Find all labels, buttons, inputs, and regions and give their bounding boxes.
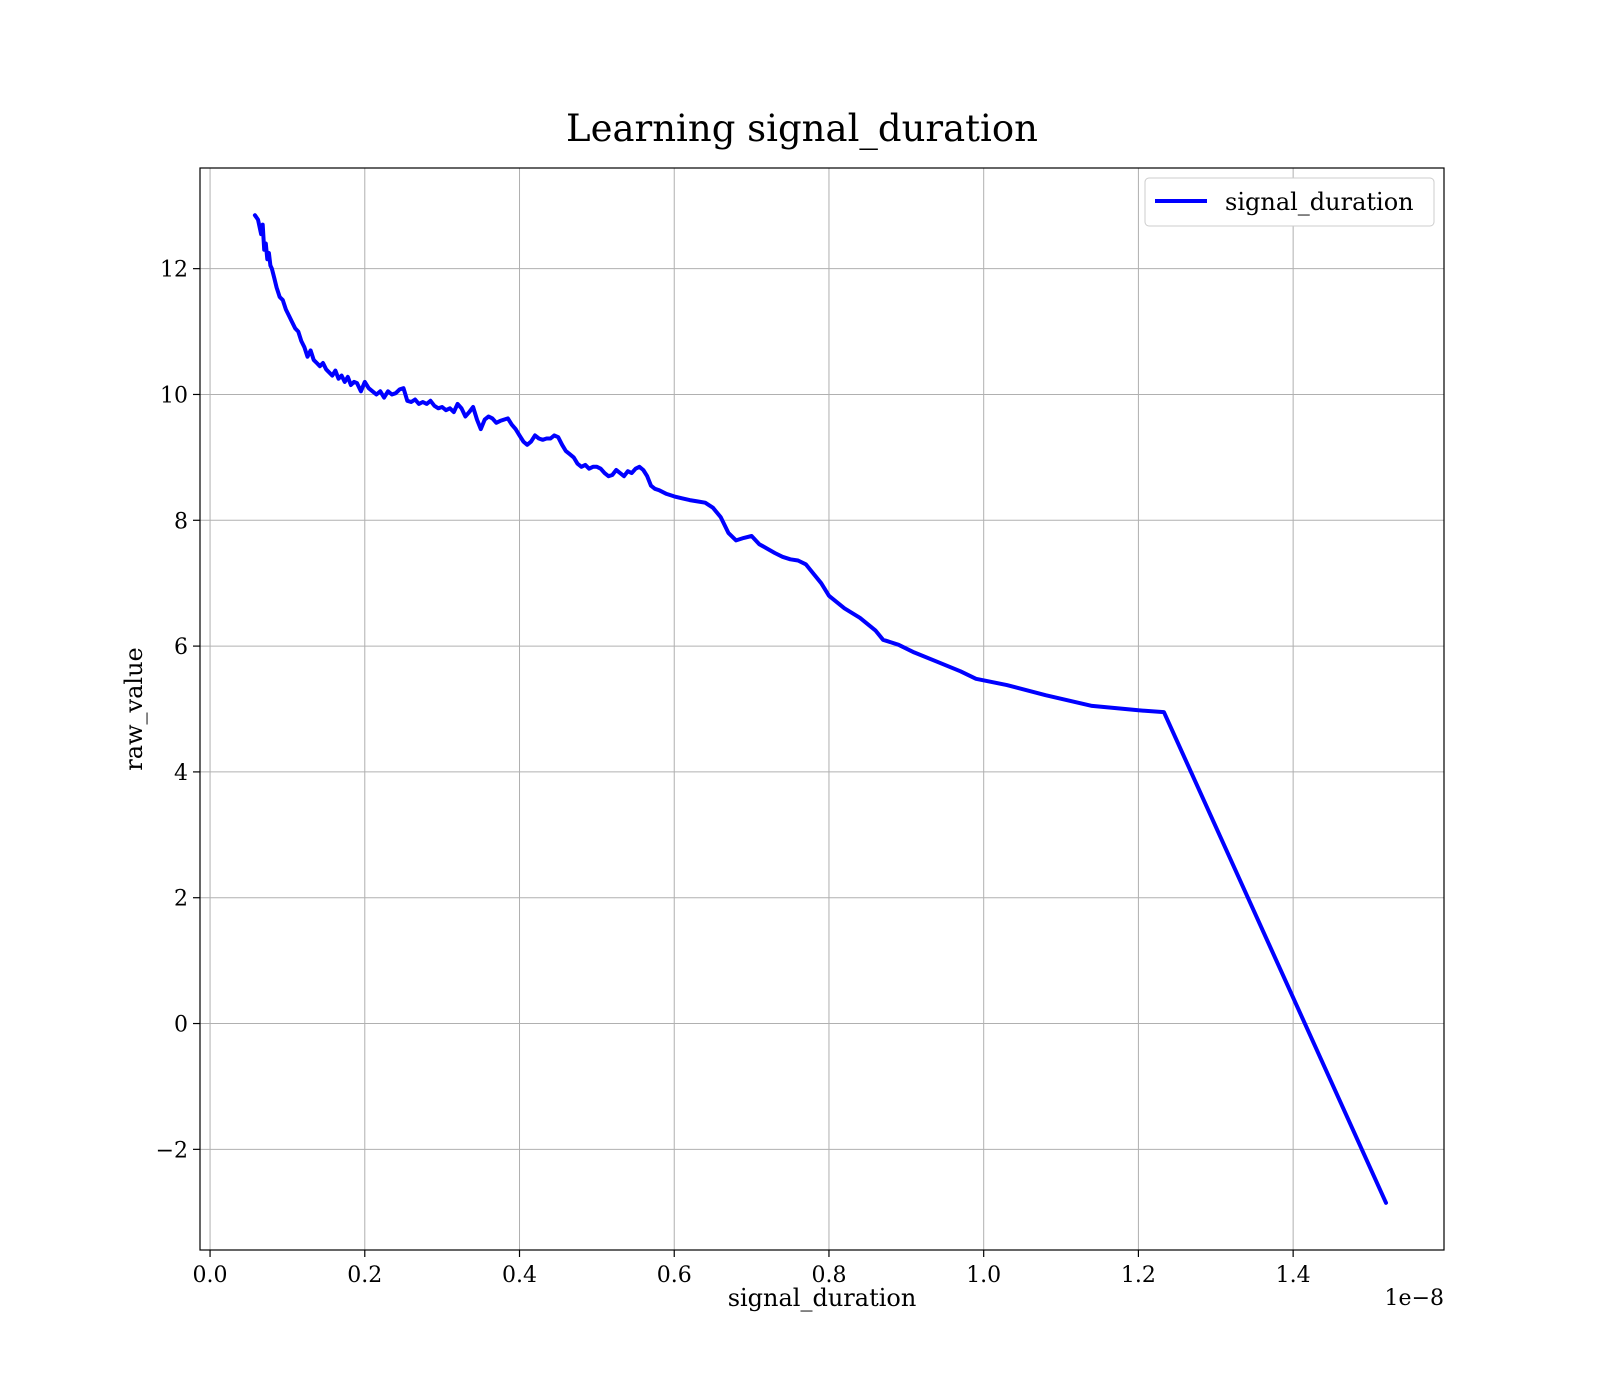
y-tick-label: 6 bbox=[174, 635, 188, 660]
y-axis-label: raw_value bbox=[120, 647, 148, 771]
x-tick-label: 1.0 bbox=[966, 1263, 1001, 1288]
x-tick-label: 0.2 bbox=[347, 1263, 382, 1288]
series-line-signal-duration bbox=[252, 213, 1388, 1205]
y-tick-label: 2 bbox=[174, 887, 188, 912]
x-tick-label: 0.0 bbox=[193, 1263, 228, 1288]
x-tick-label: 1.2 bbox=[1121, 1263, 1156, 1288]
x-offset-label: 1e−8 bbox=[1385, 1286, 1444, 1311]
grid-lines bbox=[200, 168, 1444, 1250]
x-tick-label: 0.4 bbox=[502, 1263, 537, 1288]
series-layer bbox=[252, 213, 1388, 1205]
plot-frame bbox=[199, 167, 1445, 1251]
axis-ticks: 0.0 0.2 0.4 0.6 0.8 1.0 1.2 1.4 −2 0 2 4 6 8 10 12 bbox=[156, 258, 1311, 1288]
x-tick-label: 0.6 bbox=[657, 1263, 692, 1288]
y-tick-label: −2 bbox=[156, 1138, 188, 1163]
y-tick-label: 12 bbox=[160, 258, 188, 283]
chart-title: Learning signal_duration bbox=[566, 107, 1038, 151]
y-tick-label: 10 bbox=[160, 383, 188, 408]
legend-label: signal_duration bbox=[1225, 188, 1414, 216]
y-tick-label: 0 bbox=[174, 1013, 188, 1038]
legend-box bbox=[1144, 177, 1435, 227]
y-tick-label: 4 bbox=[174, 761, 188, 786]
x-axis-label: signal_duration bbox=[728, 1284, 917, 1312]
x-tick-label: 1.4 bbox=[1276, 1263, 1311, 1288]
legend: signal_duration bbox=[1144, 177, 1435, 227]
y-tick-label: 8 bbox=[174, 509, 188, 534]
x-tick-label: 0.8 bbox=[811, 1263, 846, 1288]
